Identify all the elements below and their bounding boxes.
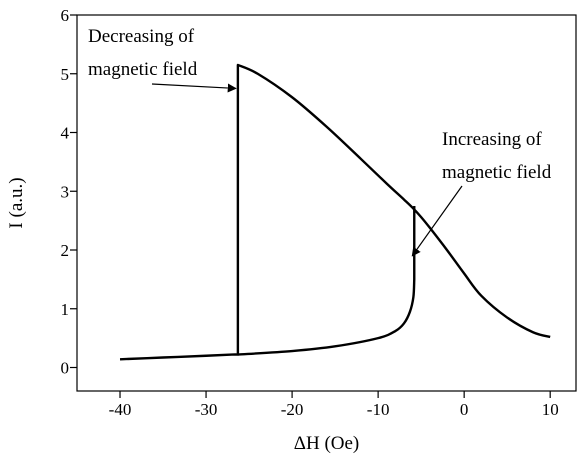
annotations: Decreasing of magnetic field Increasing of… [88,26,552,257]
x-tick-label: -40 [109,400,132,419]
y-tick-label: 3 [61,182,70,201]
series-line-1 [119,63,551,361]
x-tick-label: -10 [367,400,390,419]
y-axis-label: I (a.u.) [6,177,27,228]
annotation-text: magnetic field [88,59,198,80]
y-tick-label: 4 [61,124,70,143]
x-axis-label: ΔH (Oe) [294,433,360,454]
annotation-arrow [411,185,463,257]
x-tick-label: 0 [460,400,469,419]
y-tick-label: 1 [61,300,70,319]
x-tick-label: -30 [195,400,218,419]
series-line-2 [237,205,416,356]
annotation-arrow [151,83,237,93]
y-tick-label: 5 [61,65,70,84]
annotation-text: Decreasing of [88,26,195,47]
y-tick-label: 2 [61,241,70,260]
annotation-text: magnetic field [442,162,552,183]
x-tick-label: -20 [281,400,304,419]
y-tick-label: 6 [61,6,70,25]
y-tick-label: 0 [61,359,70,378]
plot-frame [76,14,577,392]
axis-ticks: -40 -30 -20 -10 0 10 0 1 2 3 4 5 6 [61,6,559,419]
annotation-text: Increasing of [442,129,542,150]
x-tick-label: 10 [542,400,559,419]
data-series [119,63,551,361]
